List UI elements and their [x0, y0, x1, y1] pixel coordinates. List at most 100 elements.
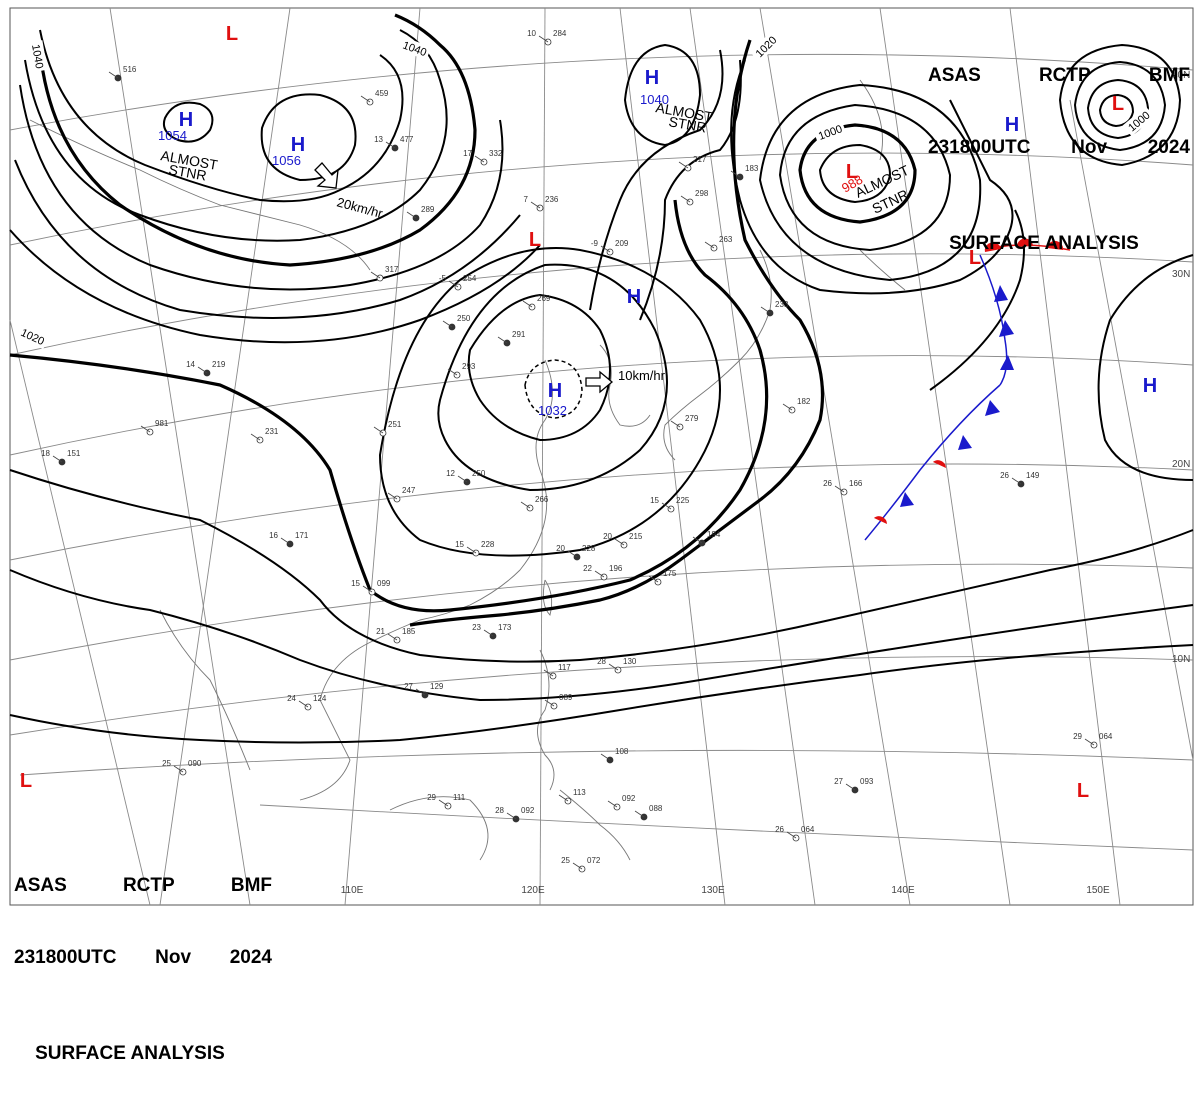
isobar-label-bg	[28, 40, 48, 73]
front-cold-triangles	[900, 285, 1014, 507]
station-pressure: 088	[649, 804, 663, 813]
high-pressure-center: H	[1143, 375, 1157, 397]
station-plot: 28 130	[597, 657, 637, 674]
station-temperature: 28	[495, 806, 504, 815]
center-pressure-value: 1032	[538, 403, 567, 418]
station-plot: 516	[108, 65, 137, 82]
station-pressure: 291	[512, 330, 526, 339]
wind-barb	[608, 663, 619, 671]
station-pressure: 185	[402, 627, 416, 636]
lon-label: 140E	[891, 885, 915, 896]
station-plot: 182	[782, 397, 811, 414]
wind-barb	[661, 502, 672, 510]
station-plot: 247	[387, 486, 416, 503]
wind-barb	[614, 538, 625, 546]
wind-barb	[600, 753, 611, 761]
isobar-1054-ring	[162, 101, 214, 143]
isobar-low-ne-3	[1073, 60, 1167, 152]
header-line-1: ASAS RCTP BMF	[928, 64, 1190, 88]
isobar-label-bg	[750, 31, 782, 63]
station-plot: 15 099	[351, 579, 391, 596]
wind-barb	[52, 455, 63, 463]
wind-barb	[173, 765, 184, 773]
wind-barb	[760, 306, 771, 314]
station-pressure: 247	[402, 486, 416, 495]
wind-barb	[543, 669, 554, 677]
station-plot: -9 209	[591, 239, 629, 256]
station-plot: 29 064	[1073, 732, 1113, 749]
surface-analysis-map: 516 10 284 459 13 477 17 332 7 236 289 317 -5 254 250 2…	[9, 7, 1194, 906]
lat-label: 20N	[1172, 459, 1190, 470]
lon-line-105e	[159, 7, 291, 906]
header-station: RCTP	[1038, 65, 1091, 86]
station-plot: 291	[497, 330, 526, 347]
header-line-2: 231800UTC Nov 2024	[928, 136, 1190, 160]
low-pressure-center: L	[529, 229, 541, 251]
high-pressure-center: H	[645, 67, 659, 89]
station-pressure: 173	[498, 623, 512, 632]
station-temperature: 12	[446, 469, 455, 478]
isobar-low-ring-4	[758, 83, 982, 282]
station-plot: 088	[634, 804, 663, 821]
front-stationary	[864, 384, 1001, 541]
station-pressure: 250	[472, 469, 486, 478]
station-pressure: 516	[123, 65, 137, 74]
front-occluded	[979, 254, 1008, 386]
station-pressure: 111	[453, 793, 466, 802]
isobar-1040-bold	[38, 13, 477, 267]
station-plot: 298	[680, 189, 709, 206]
low-pressure-center: L	[20, 770, 32, 792]
wind-barb	[1084, 738, 1095, 746]
wind-barb	[786, 831, 797, 839]
station-pressure: 269	[537, 294, 551, 303]
low-pressure-center: L	[1112, 93, 1124, 115]
isobar-low-ring-3	[778, 103, 952, 252]
lon-line-150e	[1009, 7, 1121, 906]
header-product: ASAS	[928, 65, 981, 86]
isobar-1056-ring	[260, 93, 357, 182]
station-pressure: 130	[623, 657, 637, 666]
lat-line-10n	[9, 656, 1194, 736]
isobar-front-east	[929, 209, 1025, 391]
front-warm-bumps	[874, 238, 1064, 524]
station-plot: 231	[250, 427, 279, 444]
station-plot: 266	[520, 495, 549, 512]
station-pressure: 981	[155, 419, 169, 428]
station-pressure: 298	[695, 189, 709, 198]
wind-barb	[442, 320, 453, 328]
lat-line-0	[259, 804, 1194, 851]
wind-barb	[567, 550, 578, 558]
station-temperature: 29	[427, 793, 436, 802]
isobar-label: 1040	[401, 40, 428, 60]
station-temperature: 29	[1073, 732, 1082, 741]
isobar-label: 1020	[19, 327, 46, 348]
coast-taiwan	[542, 579, 553, 616]
station-plot: 183	[730, 164, 759, 181]
station-plots: 516 10 284 459 13 477 17 332 7 236 289 317 -5 254 250 2…	[41, 29, 1113, 873]
lat-label: 30N	[1172, 269, 1190, 280]
wind-barb	[438, 799, 449, 807]
station-plot: 459	[360, 89, 389, 106]
station-plot: 10 284	[527, 29, 567, 46]
coast-kamchatka	[859, 79, 883, 161]
station-pressure: 459	[375, 89, 389, 98]
coast-kuril	[859, 249, 906, 291]
header-month: Nov	[1071, 137, 1108, 158]
lat-line-40n	[9, 53, 1194, 131]
station-pressure: 225	[676, 496, 690, 505]
station-pressure: 215	[629, 532, 643, 541]
wind-barb	[360, 95, 371, 103]
fronts	[864, 238, 1071, 541]
cold-triangle	[999, 320, 1014, 337]
station-pressure: 231	[265, 427, 279, 436]
station-plot: 293	[447, 362, 476, 379]
station-pressure: 092	[622, 794, 636, 803]
station-temperature: 27	[404, 682, 413, 691]
wind-barb	[447, 368, 458, 376]
station-plot: 117	[543, 663, 571, 680]
station-pressure: 263	[719, 235, 733, 244]
station-plot: 279	[670, 414, 699, 431]
map-frame	[9, 7, 1194, 906]
motion-arrow-high-china	[585, 370, 614, 394]
